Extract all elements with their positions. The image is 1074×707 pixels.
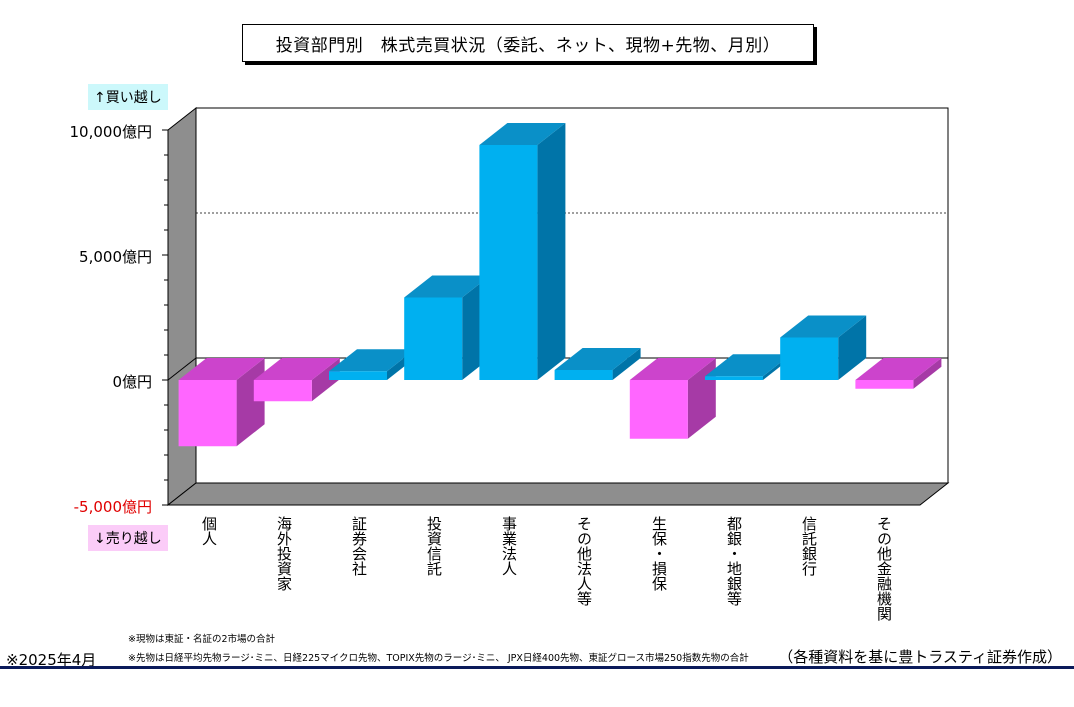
bar-top: [554, 348, 641, 370]
bar-side: [838, 315, 867, 380]
bar: [855, 380, 914, 389]
bar-side: [913, 358, 942, 389]
bar-side: [537, 123, 566, 380]
bottom-rule: [0, 666, 1074, 669]
category-label: 海外投資家: [275, 516, 293, 591]
category-label: 都銀・地銀等: [725, 516, 743, 606]
bar: [178, 380, 237, 447]
bar-top: [329, 349, 415, 372]
bar: [253, 380, 312, 402]
bar-top: [479, 123, 566, 145]
bar: [629, 380, 688, 439]
category-label: 個人: [200, 516, 218, 546]
note-spot: ※現物は東証・名証の2市場の合計: [128, 634, 276, 645]
bar-top: [855, 358, 942, 380]
back-wall: [195, 107, 949, 484]
bar: [404, 297, 463, 380]
y-tick-label: 10,000億円: [69, 123, 153, 141]
sell-label: ↓売り越し: [88, 525, 168, 551]
bar-top: [178, 358, 265, 380]
category-label: 事業法人: [500, 516, 518, 576]
bar-top: [780, 315, 867, 338]
category-label: 信託銀行: [800, 516, 818, 576]
zero-line-side: [167, 357, 197, 381]
bar: [479, 145, 538, 380]
category-label: その他金融機関: [875, 516, 893, 621]
category-label: 生保・損保: [650, 516, 668, 591]
buy-label: ↑買い越し: [88, 84, 168, 110]
bar: [705, 376, 763, 380]
category-label: 証券会社: [350, 516, 368, 576]
bar-top: [629, 358, 716, 380]
bar-top: [253, 358, 340, 380]
date-note: ※2025年4月: [6, 651, 97, 669]
bar-top: [705, 354, 791, 377]
bar-side: [612, 348, 641, 380]
bar: [780, 337, 839, 380]
bar: [329, 371, 387, 380]
category-label: 投資信託: [425, 516, 443, 576]
y-tick-label: -5,000億円: [73, 498, 152, 516]
bar-top: [404, 275, 491, 298]
y-tick-label: 5,000億円: [79, 248, 152, 266]
category-label: その他法人等: [575, 516, 593, 606]
chart-title: 投資部門別 株式売買状況（委託、ネット、現物+先物、月別）: [242, 24, 814, 62]
bar: [554, 370, 613, 380]
y-tick-label: 0億円: [112, 373, 152, 391]
note-futures: ※先物は日経平均先物ラージ･ミニ、日経225マイクロ先物、TOPIX先物のラージ…: [128, 653, 749, 664]
floor: [166, 482, 950, 506]
source-note: （各種資料を基に豊トラスティ証券作成）: [778, 648, 1062, 666]
